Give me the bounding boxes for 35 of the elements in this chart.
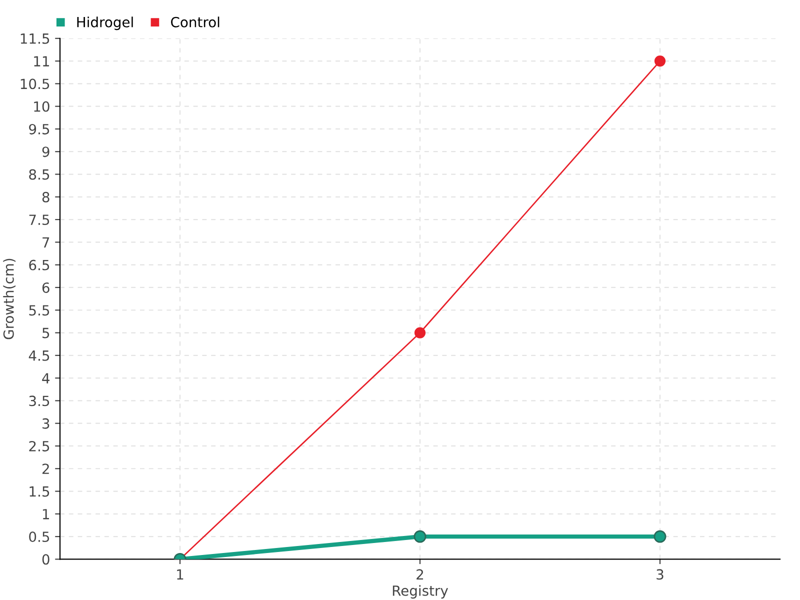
legend-label: Control bbox=[171, 16, 220, 28]
x-tick-label: 1 bbox=[177, 569, 184, 580]
x-tick-label: 3 bbox=[656, 569, 664, 580]
y-tick-label: 5 bbox=[42, 328, 50, 338]
y-tick-label: 7 bbox=[42, 237, 50, 248]
y-tick-label: 5.5 bbox=[29, 305, 50, 316]
point bbox=[654, 55, 666, 67]
y-tick-label: 11.5 bbox=[20, 34, 50, 44]
y-tick-label: 1 bbox=[42, 509, 49, 520]
y-tick-label: 2 bbox=[42, 464, 49, 474]
y-tick-label: 9.5 bbox=[29, 124, 50, 134]
y-tick-label: 2.5 bbox=[29, 440, 50, 452]
y-tick-label: 10 bbox=[34, 101, 50, 112]
y-tick-label: 1.5 bbox=[30, 486, 50, 497]
y-tick-label: 4 bbox=[42, 373, 50, 384]
x-tick-label: 2 bbox=[416, 569, 424, 580]
y-tick-label: 10.5 bbox=[20, 78, 50, 90]
y-tick-label: 8.5 bbox=[29, 169, 50, 180]
y-tick-label: 6 bbox=[42, 282, 50, 293]
point bbox=[414, 327, 426, 338]
y-tick-label: 7.5 bbox=[29, 214, 50, 226]
y-tick-label: 0.5 bbox=[29, 532, 50, 542]
y-tick-label: 0 bbox=[42, 554, 50, 565]
legend-label: Hidrogel bbox=[77, 16, 133, 30]
y-tick-label: 11 bbox=[34, 56, 49, 66]
y-tick-label: 3.5 bbox=[29, 396, 50, 406]
point bbox=[654, 530, 666, 543]
point bbox=[414, 530, 426, 543]
y-tick-label: 8 bbox=[42, 192, 50, 202]
y-tick-label: 6.5 bbox=[29, 260, 50, 270]
y-tick-label: 3 bbox=[42, 418, 50, 429]
y-axis-title: Growth(cm) bbox=[3, 258, 16, 340]
y-tick-label: 4.5 bbox=[28, 350, 50, 361]
y-tick-label: 9 bbox=[42, 146, 50, 158]
x-axis-title: Registry bbox=[392, 585, 448, 599]
